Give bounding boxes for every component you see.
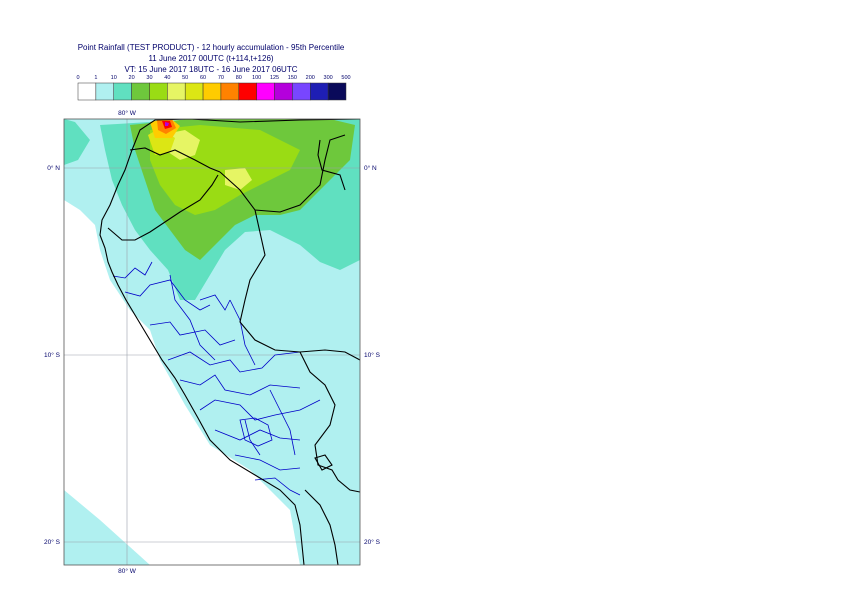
map-frame: [63, 118, 361, 566]
region-borders: [112, 261, 321, 496]
lon-label-top: 80° W: [118, 109, 137, 117]
validity-time-label: VT: 15 June 2017 18UTC - 16 June 2017 06…: [124, 65, 298, 74]
color-legend: 0 1 10 20 30 40 50 60 70 80 100 125 150 200 300 500: [76, 75, 351, 101]
legend-label-13: 200: [306, 75, 315, 81]
lat-label-left-20s: 20° S: [44, 538, 61, 546]
run-time-label: 11 June 2017 00UTC (t+114,t+126): [148, 54, 274, 63]
legend-label-9: 80: [236, 75, 242, 81]
chart-title: Point Rainfall (TEST PRODUCT) - 12 hourl…: [77, 43, 345, 52]
legend-label-3: 20: [129, 75, 135, 81]
legend-labels: 0 1 10 20 30 40 50 60 70 80 100 125 150 200 300 500: [76, 75, 350, 81]
country-borders: [99, 119, 360, 565]
legend-boxes: [77, 82, 347, 101]
legend-label-15: 500: [341, 75, 350, 81]
lon-label-bottom: 80° W: [118, 567, 137, 575]
legend-label-0: 0: [76, 75, 79, 81]
lat-label-right-0: 0° N: [364, 164, 377, 172]
legend-label-11: 125: [270, 75, 279, 81]
legend-label-1: 1: [94, 75, 97, 81]
legend-label-12: 150: [288, 75, 297, 81]
lat-label-left-10s: 10° S: [44, 351, 61, 359]
lat-label-right-10s: 10° S: [364, 351, 381, 359]
legend-label-2: 10: [111, 75, 117, 81]
legend-label-14: 300: [324, 75, 333, 81]
legend-label-5: 40: [164, 75, 170, 81]
legend-label-10: 100: [252, 75, 261, 81]
legend-box-14: [327, 82, 347, 101]
legend-label-6: 50: [182, 75, 188, 81]
lat-label-right-20s: 20° S: [364, 538, 381, 546]
lat-label-left-0: 0° N: [47, 164, 60, 172]
graticule: [64, 119, 360, 565]
rainfall-field: [64, 119, 360, 565]
legend-label-4: 30: [146, 75, 152, 81]
legend-label-8: 70: [218, 75, 224, 81]
legend-label-7: 60: [200, 75, 206, 81]
